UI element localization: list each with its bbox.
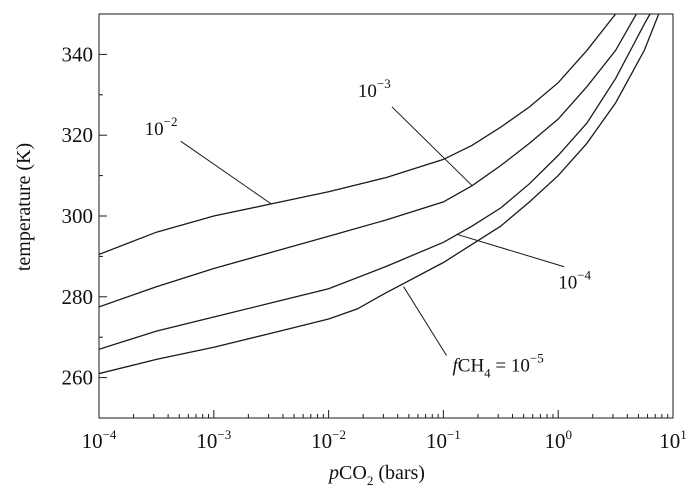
plot-area: [98, 13, 674, 419]
series-line-fch4-1e-5: [99, 14, 660, 375]
leader-line-fch4-1e-5: [403, 286, 447, 356]
x-tick-label: 10−3: [196, 427, 231, 453]
y-tick-label: 320: [62, 123, 94, 147]
plot-frame: [98, 13, 674, 419]
curve-labels: 10−2 10−3 10−4 fCH4 = 10−5: [145, 76, 592, 381]
leader-line-fch4-1e-2: [180, 140, 272, 205]
curve-label-fch4-1e-4: 10−4: [558, 268, 591, 294]
x-tick-label: 10−1: [426, 427, 461, 453]
series-line-fch4-1e-4: [99, 14, 651, 350]
y-tick-label: 300: [62, 204, 94, 228]
y-tick-label: 280: [62, 285, 94, 309]
leader-line-fch4-1e-3: [391, 106, 473, 187]
x-tick-label: 10−4: [82, 427, 117, 453]
curve-label-fch4-1e-5: fCH4 = 10−5: [452, 351, 543, 381]
series-line-fch4-1e-3: [99, 14, 637, 308]
curve-label-fch4-1e-3: 10−3: [358, 76, 391, 102]
y-tick-label: 260: [62, 366, 94, 390]
y-axis: 260 280 300 320 340: [62, 42, 107, 390]
series-line-fch4-1e-2: [99, 14, 617, 256]
y-tick-label: 340: [62, 42, 94, 66]
y-axis-title: temperature (K): [13, 143, 35, 271]
x-axis: 10−4 10−3 10−2 10−1 100 101: [82, 410, 687, 453]
x-tick-label: 100: [544, 427, 572, 453]
leader-line-fch4-1e-4: [456, 233, 565, 268]
curve-label-fch4-1e-2: 10−2: [145, 114, 178, 140]
x-axis-title: pCO2 (bars): [327, 462, 425, 488]
x-tick-label: 10−2: [311, 427, 346, 453]
x-tick-label: 101: [659, 427, 687, 453]
curves: [99, 14, 660, 375]
